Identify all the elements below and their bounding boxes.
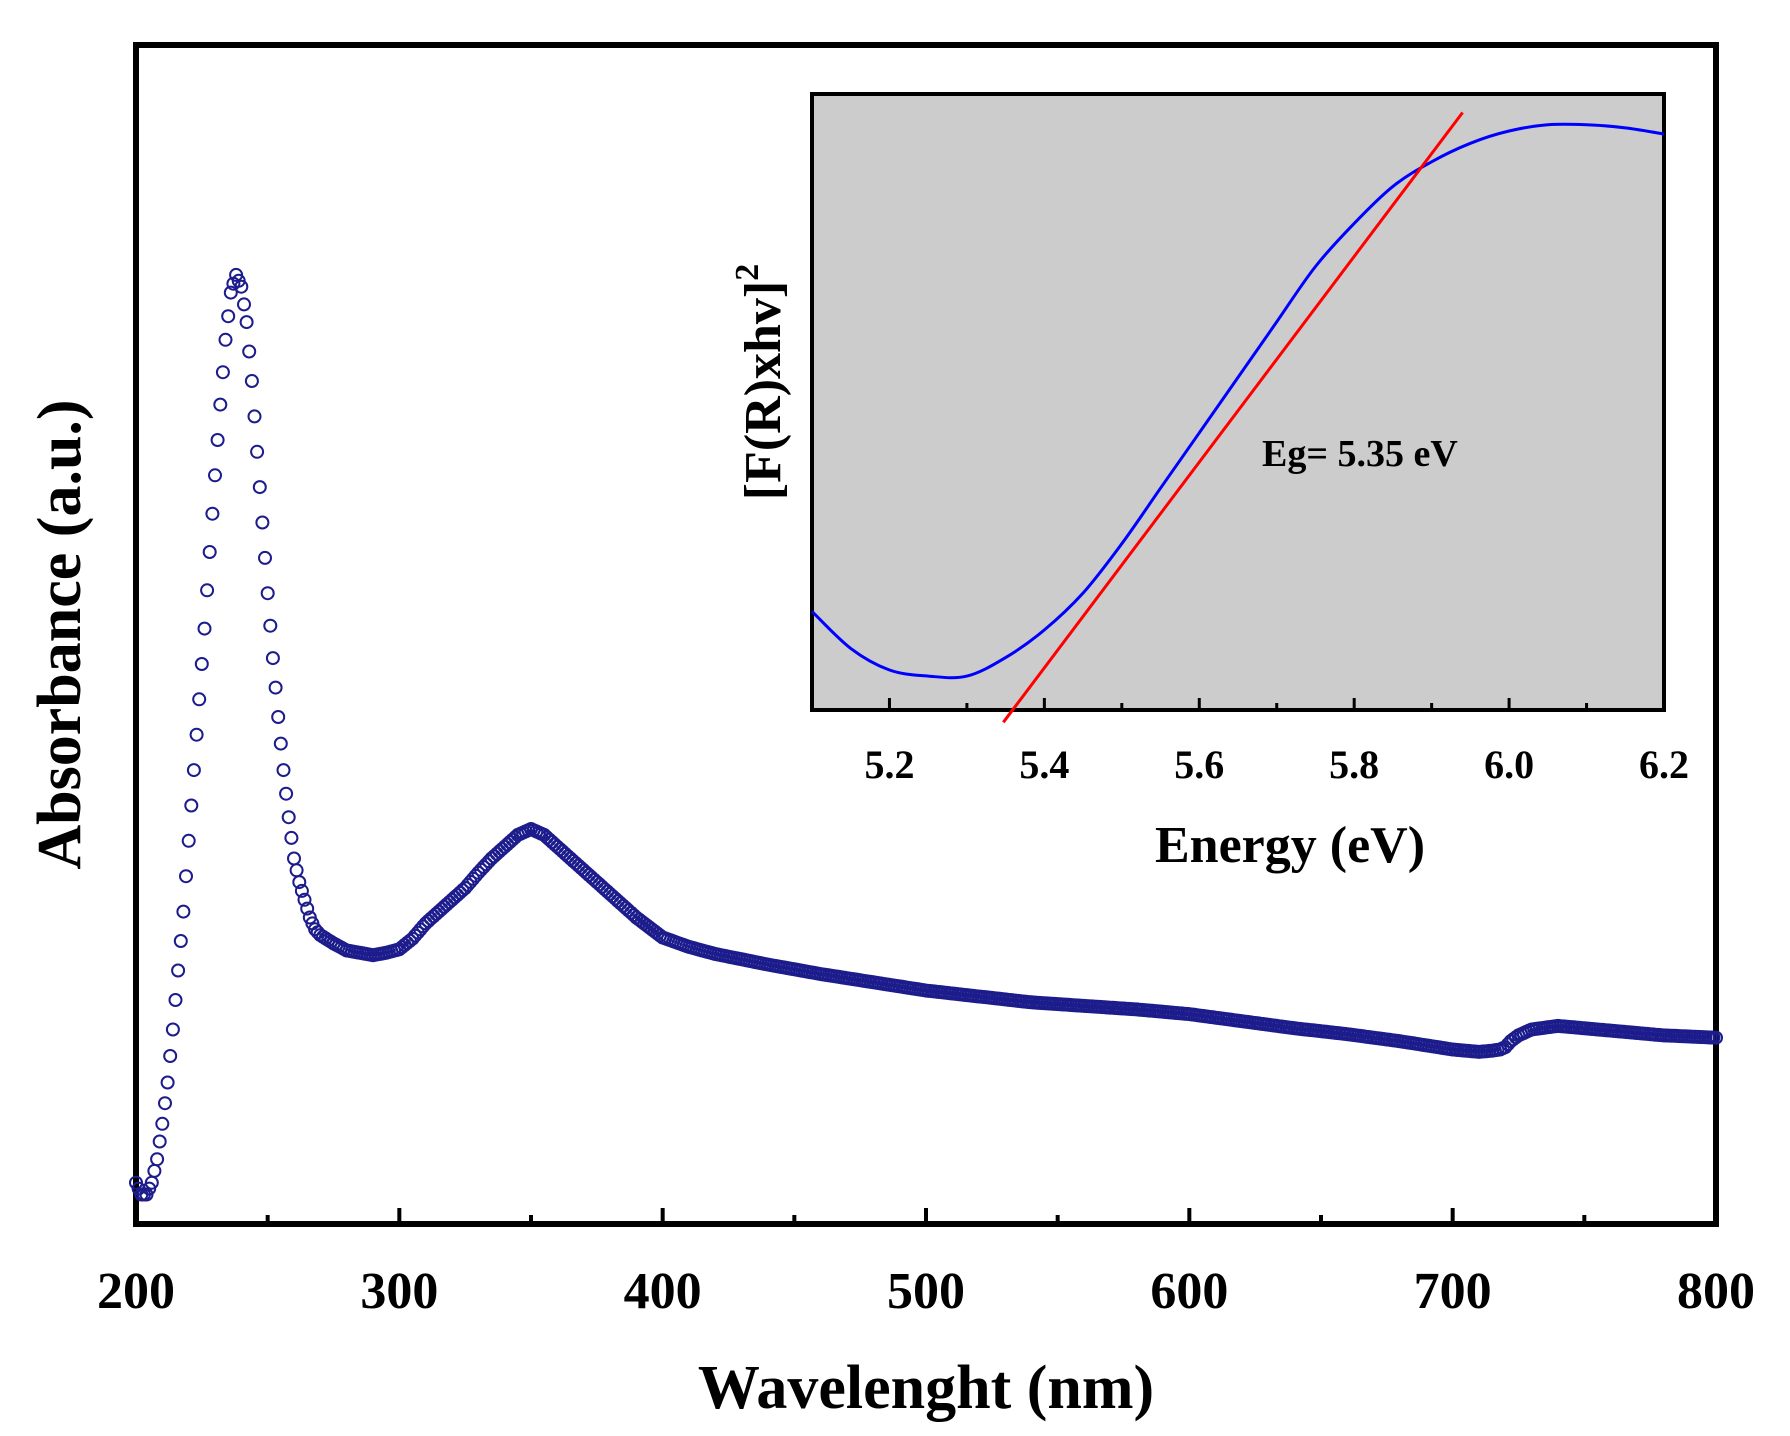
data-point <box>255 515 270 530</box>
inset-x-tick-label: 5.4 <box>1019 742 1069 787</box>
inset-y-axis-title-superscript: 2 <box>729 264 766 281</box>
main-x-tick-label: 600 <box>1150 1263 1228 1320</box>
data-point <box>155 1116 170 1131</box>
data-point <box>273 736 288 751</box>
inset-y-axis-title: [F(R)xhv]2 <box>729 264 792 501</box>
main-x-tick-labels: 200 300 400 500 600 700 800 <box>97 1263 1755 1320</box>
data-point <box>265 651 280 666</box>
data-point <box>300 901 315 916</box>
main-x-tick-label: 300 <box>360 1263 438 1320</box>
inset-fit-line <box>1002 111 1464 724</box>
data-point <box>200 583 215 598</box>
data-point <box>239 315 254 330</box>
inset-x-tick-label: 6.0 <box>1484 742 1534 787</box>
data-point <box>194 657 209 671</box>
data-point <box>158 1096 172 1111</box>
main-x-tick-label: 200 <box>97 1263 175 1320</box>
band-gap-annotation: Eg= 5.35 eV <box>1262 433 1458 475</box>
main-x-tick-label: 500 <box>887 1263 965 1320</box>
data-point <box>237 297 251 312</box>
data-point <box>176 904 191 919</box>
data-point <box>173 934 188 948</box>
data-point <box>250 444 265 459</box>
data-point <box>184 798 199 813</box>
data-point <box>279 786 294 801</box>
inset-x-tick-label: 5.2 <box>864 742 914 787</box>
data-point <box>271 710 286 724</box>
data-point <box>197 621 212 636</box>
data-point <box>242 344 257 359</box>
data-point <box>281 810 296 825</box>
data-point <box>150 1152 165 1167</box>
data-point <box>223 285 238 300</box>
data-point <box>234 279 249 294</box>
data-point <box>294 883 309 898</box>
inset-x-axis-title: Energy (eV) <box>1155 817 1425 874</box>
data-point <box>218 332 233 347</box>
data-point <box>292 875 307 890</box>
data-point <box>181 833 196 848</box>
main-y-axis-title: Absorbance (a.u.) <box>26 399 94 869</box>
data-point <box>147 1163 162 1178</box>
data-point <box>244 374 259 388</box>
main-x-axis-title: Wavelenght (nm) <box>698 1354 1154 1422</box>
data-point <box>192 692 207 707</box>
data-point <box>152 1134 167 1149</box>
data-point <box>202 545 217 559</box>
inset-x-tick-label: 5.6 <box>1174 742 1224 787</box>
inset-y-axis-title-base: [F(R)xhv] <box>735 281 792 501</box>
data-point <box>160 1075 175 1090</box>
data-point <box>171 963 186 978</box>
data-point <box>179 869 193 884</box>
data-point <box>252 480 267 495</box>
data-point <box>258 550 272 565</box>
data-point <box>205 506 220 521</box>
data-point <box>168 993 183 1007</box>
data-point <box>221 309 236 324</box>
inset-chart: 5.2 5.4 5.6 5.8 6.0 6.2 Eg= 5.35 eV Energy (e… <box>729 92 1689 874</box>
data-point <box>287 851 301 866</box>
data-point <box>208 468 222 483</box>
inset-x-tick-labels: 5.2 5.4 5.6 5.8 6.0 6.2 <box>864 742 1689 787</box>
data-point <box>210 433 225 447</box>
data-point <box>189 727 204 742</box>
data-point <box>297 892 312 907</box>
data-point <box>247 409 262 424</box>
data-point <box>163 1049 178 1063</box>
inset-x-ticks <box>810 698 1666 710</box>
main-series-points <box>129 267 1723 1202</box>
inset-x-tick-label: 6.2 <box>1639 742 1689 787</box>
data-point <box>260 586 275 601</box>
main-x-tick-label: 400 <box>624 1263 702 1320</box>
data-point <box>215 365 230 380</box>
data-point <box>276 763 291 778</box>
main-chart: 200 300 400 500 600 700 800 Wavelenght (nm) Ab… <box>26 42 1755 1422</box>
data-point <box>268 680 283 695</box>
main-x-ticks <box>134 1208 1718 1224</box>
data-point <box>213 397 228 412</box>
data-point <box>186 763 201 778</box>
data-point <box>263 618 278 633</box>
inset-plot-background <box>810 92 1666 712</box>
inset-x-tick-label: 5.8 <box>1329 742 1379 787</box>
data-point <box>289 863 304 878</box>
data-point <box>284 830 299 845</box>
inset-curve-line <box>810 122 1665 680</box>
data-point <box>165 1022 180 1037</box>
main-x-tick-label: 700 <box>1414 1263 1492 1320</box>
data-point <box>1709 1030 1723 1045</box>
main-x-tick-label: 800 <box>1677 1263 1755 1320</box>
